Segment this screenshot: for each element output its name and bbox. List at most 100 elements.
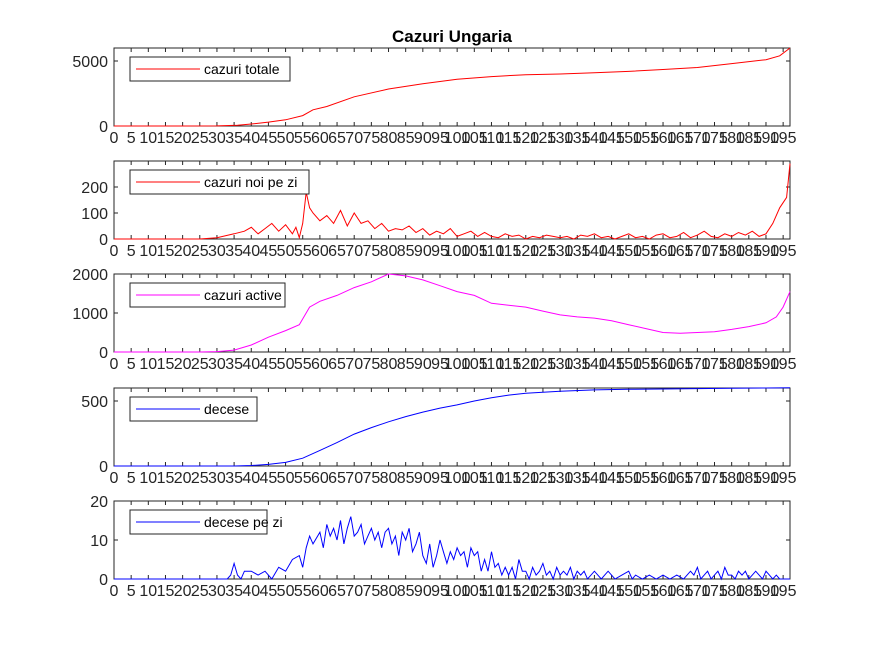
x-tick-label: 65 xyxy=(328,356,346,373)
y-tick-label: 0 xyxy=(99,232,108,249)
x-tick-label: 35 xyxy=(225,130,243,147)
x-tick-label: 55 xyxy=(294,130,312,147)
x-tick-label: 75 xyxy=(362,130,380,147)
x-tick-label: 25 xyxy=(191,243,209,260)
x-tick-label: 165 xyxy=(667,356,694,373)
x-tick-label: 20 xyxy=(174,243,192,260)
x-tick-label: 80 xyxy=(380,243,398,260)
subplot-5: 0 5 10 15 20 25 30 35 40 45 50 55 60 65 70 75 80 85 90 9510… xyxy=(90,494,796,600)
x-tick-label: 50 xyxy=(277,130,295,147)
x-tick-label: 125 xyxy=(530,243,557,260)
x-tick-label: 150 xyxy=(615,356,642,373)
x-tick-label: 105 xyxy=(461,130,488,147)
x-tick-label: 85 xyxy=(397,470,415,487)
x-tick-label: 105 xyxy=(461,470,488,487)
x-tick-label: 165 xyxy=(667,470,694,487)
series-line xyxy=(114,387,791,467)
x-tick-label: 150 xyxy=(615,243,642,260)
legend: cazuri totale xyxy=(129,56,291,82)
y-tick-label: 5000 xyxy=(72,54,108,71)
x-tick-label: 30 xyxy=(208,130,226,147)
subplot-1: 0 5 10 15 20 25 30 35 40 45 50 55 60 65 70 75 80 85 90 9510… xyxy=(72,47,797,147)
x-tick-label: 80 xyxy=(380,583,398,600)
x-tick-label: 175 xyxy=(701,583,728,600)
x-tick-label: 30 xyxy=(208,583,226,600)
x-tick-label: 15 xyxy=(157,356,175,373)
legend: cazuri noi pe zi xyxy=(129,169,310,195)
y-tick-label: 0 xyxy=(99,572,108,589)
x-tick-label: 55 xyxy=(294,243,312,260)
x-tick-label: 10 xyxy=(139,243,157,260)
x-tick-label: 45 xyxy=(260,356,278,373)
x-tick-label: 170 xyxy=(684,356,711,373)
x-tick-label: 50 xyxy=(277,243,295,260)
x-tick-label: 170 xyxy=(684,470,711,487)
x-tick-label: 0 xyxy=(110,583,119,600)
x-tick-label: 155 xyxy=(633,130,660,147)
legend-label: decese xyxy=(204,401,249,417)
x-tick-label: 55 xyxy=(294,583,312,600)
x-tick-label: 190 xyxy=(753,130,780,147)
x-tick-label: 110 xyxy=(479,130,505,147)
x-tick-label: 95 xyxy=(431,130,449,147)
x-tick-label: 175 xyxy=(701,130,728,147)
x-tick-label: 70 xyxy=(345,130,363,147)
x-tick-label: 70 xyxy=(345,470,363,487)
x-tick-label: 130 xyxy=(547,130,574,147)
x-tick-label: 110 xyxy=(479,243,505,260)
x-tick-label: 100 xyxy=(444,583,471,600)
y-tick-label: 0 xyxy=(99,345,108,362)
x-tick-label: 40 xyxy=(242,356,260,373)
x-tick-label: 70 xyxy=(345,243,363,260)
x-tick-label: 180 xyxy=(718,470,745,487)
x-tick-label: 140 xyxy=(581,583,608,600)
x-tick-label: 195 xyxy=(770,356,797,373)
x-tick-label: 145 xyxy=(598,583,625,600)
x-tick-label: 165 xyxy=(667,130,694,147)
x-tick-label: 100 xyxy=(444,470,471,487)
x-tick-label: 165 xyxy=(667,583,694,600)
subplot-3: 0 5 10 15 20 25 30 35 40 45 50 55 60 65 70 75 80 85 90 9510… xyxy=(72,267,796,373)
y-tick-label: 20 xyxy=(90,494,108,511)
x-tick-label: 170 xyxy=(684,583,711,600)
x-tick-label: 155 xyxy=(633,356,660,373)
x-tick-label: 15 xyxy=(157,583,175,600)
x-tick-label: 20 xyxy=(174,356,192,373)
x-tick-label: 55 xyxy=(294,470,312,487)
x-tick-label: 180 xyxy=(718,356,745,373)
x-tick-label: 185 xyxy=(735,130,762,147)
x-tick-label: 75 xyxy=(362,470,380,487)
x-tick-label: 190 xyxy=(753,356,780,373)
x-tick-label: 190 xyxy=(753,243,780,260)
x-tick-label: 10 xyxy=(139,130,157,147)
x-tick-label: 30 xyxy=(208,243,226,260)
x-tick-label: 25 xyxy=(191,470,209,487)
x-tick-label: 190 xyxy=(753,583,780,600)
x-tick-label: 165 xyxy=(667,243,694,260)
x-tick-label: 140 xyxy=(581,470,608,487)
x-tick-label: 45 xyxy=(260,130,278,147)
x-tick-label: 5 xyxy=(127,470,136,487)
x-tick-label: 155 xyxy=(633,243,660,260)
x-tick-label: 90 xyxy=(414,470,432,487)
x-tick-label: 40 xyxy=(242,130,260,147)
x-tick-label: 125 xyxy=(530,130,557,147)
x-tick-label: 195 xyxy=(770,583,797,600)
x-tick-label: 135 xyxy=(564,243,591,260)
subplot-4: 0 5 10 15 20 25 30 35 40 45 50 55 60 65 70 75 80 85 90 9510… xyxy=(81,387,797,487)
x-tick-label: 55 xyxy=(294,356,312,373)
x-tick-label: 15 xyxy=(157,243,175,260)
x-tick-label: 30 xyxy=(208,356,226,373)
x-tick-label: 110 xyxy=(479,583,505,600)
x-tick-label: 100 xyxy=(444,356,471,373)
x-tick-label: 160 xyxy=(650,583,677,600)
x-tick-label: 85 xyxy=(397,243,415,260)
x-tick-label: 115 xyxy=(496,356,522,373)
x-tick-label: 115 xyxy=(496,583,522,600)
series-line xyxy=(114,163,791,240)
x-tick-label: 90 xyxy=(414,130,432,147)
x-tick-label: 5 xyxy=(127,583,136,600)
x-tick-label: 130 xyxy=(547,583,574,600)
x-tick-label: 40 xyxy=(242,583,260,600)
x-tick-label: 20 xyxy=(174,130,192,147)
